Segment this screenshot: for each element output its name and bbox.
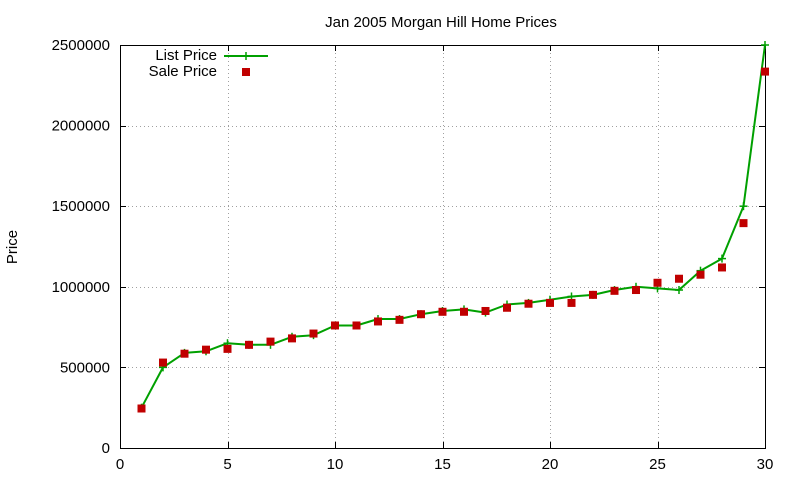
data-point-list-price [718,254,726,263]
x-tick-label: 5 [223,456,231,473]
plot-frame [120,45,766,449]
data-point-sale-price [632,286,640,295]
y-axis-label: Price [4,230,21,264]
data-point-sale-price [223,344,232,353]
legend-square-marker [242,68,250,76]
data-point-sale-price [460,307,468,316]
legend-label-list-price: List Price [155,47,217,64]
data-point-sale-price [653,278,662,287]
series-sale-price [137,67,769,413]
data-point-sale-price [159,358,167,367]
data-point-sale-price [696,270,705,279]
data-point-sale-price [331,321,339,330]
data-point-sale-price [288,334,296,343]
y-tick-label: 2000000 [52,118,110,135]
x-tick-label: 10 [327,456,344,473]
line-list-price [140,44,766,409]
data-point-sale-price [417,310,425,319]
chart-title: Jan 2005 Morgan Hill Home Prices [325,14,557,31]
y-tick-label: 1000000 [52,279,110,296]
data-point-sale-price [589,290,597,299]
series-list-price [137,41,769,412]
data-point-sale-price [352,321,361,330]
data-point-sale-price [546,298,554,307]
data-point-sale-price [180,349,189,358]
data-point-list-price [675,286,683,295]
data-point-sale-price [524,299,533,308]
x-tick-label: 20 [542,456,559,473]
data-point-list-price [739,202,748,211]
data-point-sale-price [718,263,726,272]
y-tick-label: 2500000 [52,37,110,54]
y-tick-labels: 0 500000 1000000 1500000 2000000 2500000 [52,37,110,457]
data-point-sale-price [610,286,619,295]
data-point-list-price [761,41,769,49]
series-layer [137,41,769,413]
legend: List Price Sale Price [149,47,268,80]
data-point-sale-price [266,337,275,346]
data-point-sale-price [202,345,210,354]
data-point-sale-price [761,67,769,76]
data-point-sale-price [739,219,748,228]
x-tick-labels: 0 5 10 15 20 25 30 [116,456,774,473]
y-tick-label: 0 [102,440,110,457]
x-tick-label: 0 [116,456,124,473]
grid-lines [120,45,765,448]
y-tick-label: 1500000 [52,198,110,215]
data-point-sale-price [438,307,447,316]
data-point-sale-price [503,303,511,312]
data-point-sale-price [675,274,683,283]
x-tick-label: 15 [434,456,451,473]
data-point-sale-price [137,404,146,413]
legend-plus-marker [242,52,250,60]
legend-label-sale-price: Sale Price [149,63,217,80]
x-tick-label: 25 [649,456,666,473]
legend-marker-sale-price [242,68,250,76]
data-point-sale-price [395,315,404,324]
axis-ticks [120,45,766,449]
y-tick-label: 500000 [60,359,110,376]
legend-marker-list-price [242,52,250,60]
data-point-sale-price [481,306,490,315]
data-point-sale-price [245,340,253,349]
data-point-sale-price [567,298,576,307]
data-point-sale-price [374,317,382,326]
data-point-sale-price [309,329,318,338]
x-tick-label: 30 [757,456,774,473]
